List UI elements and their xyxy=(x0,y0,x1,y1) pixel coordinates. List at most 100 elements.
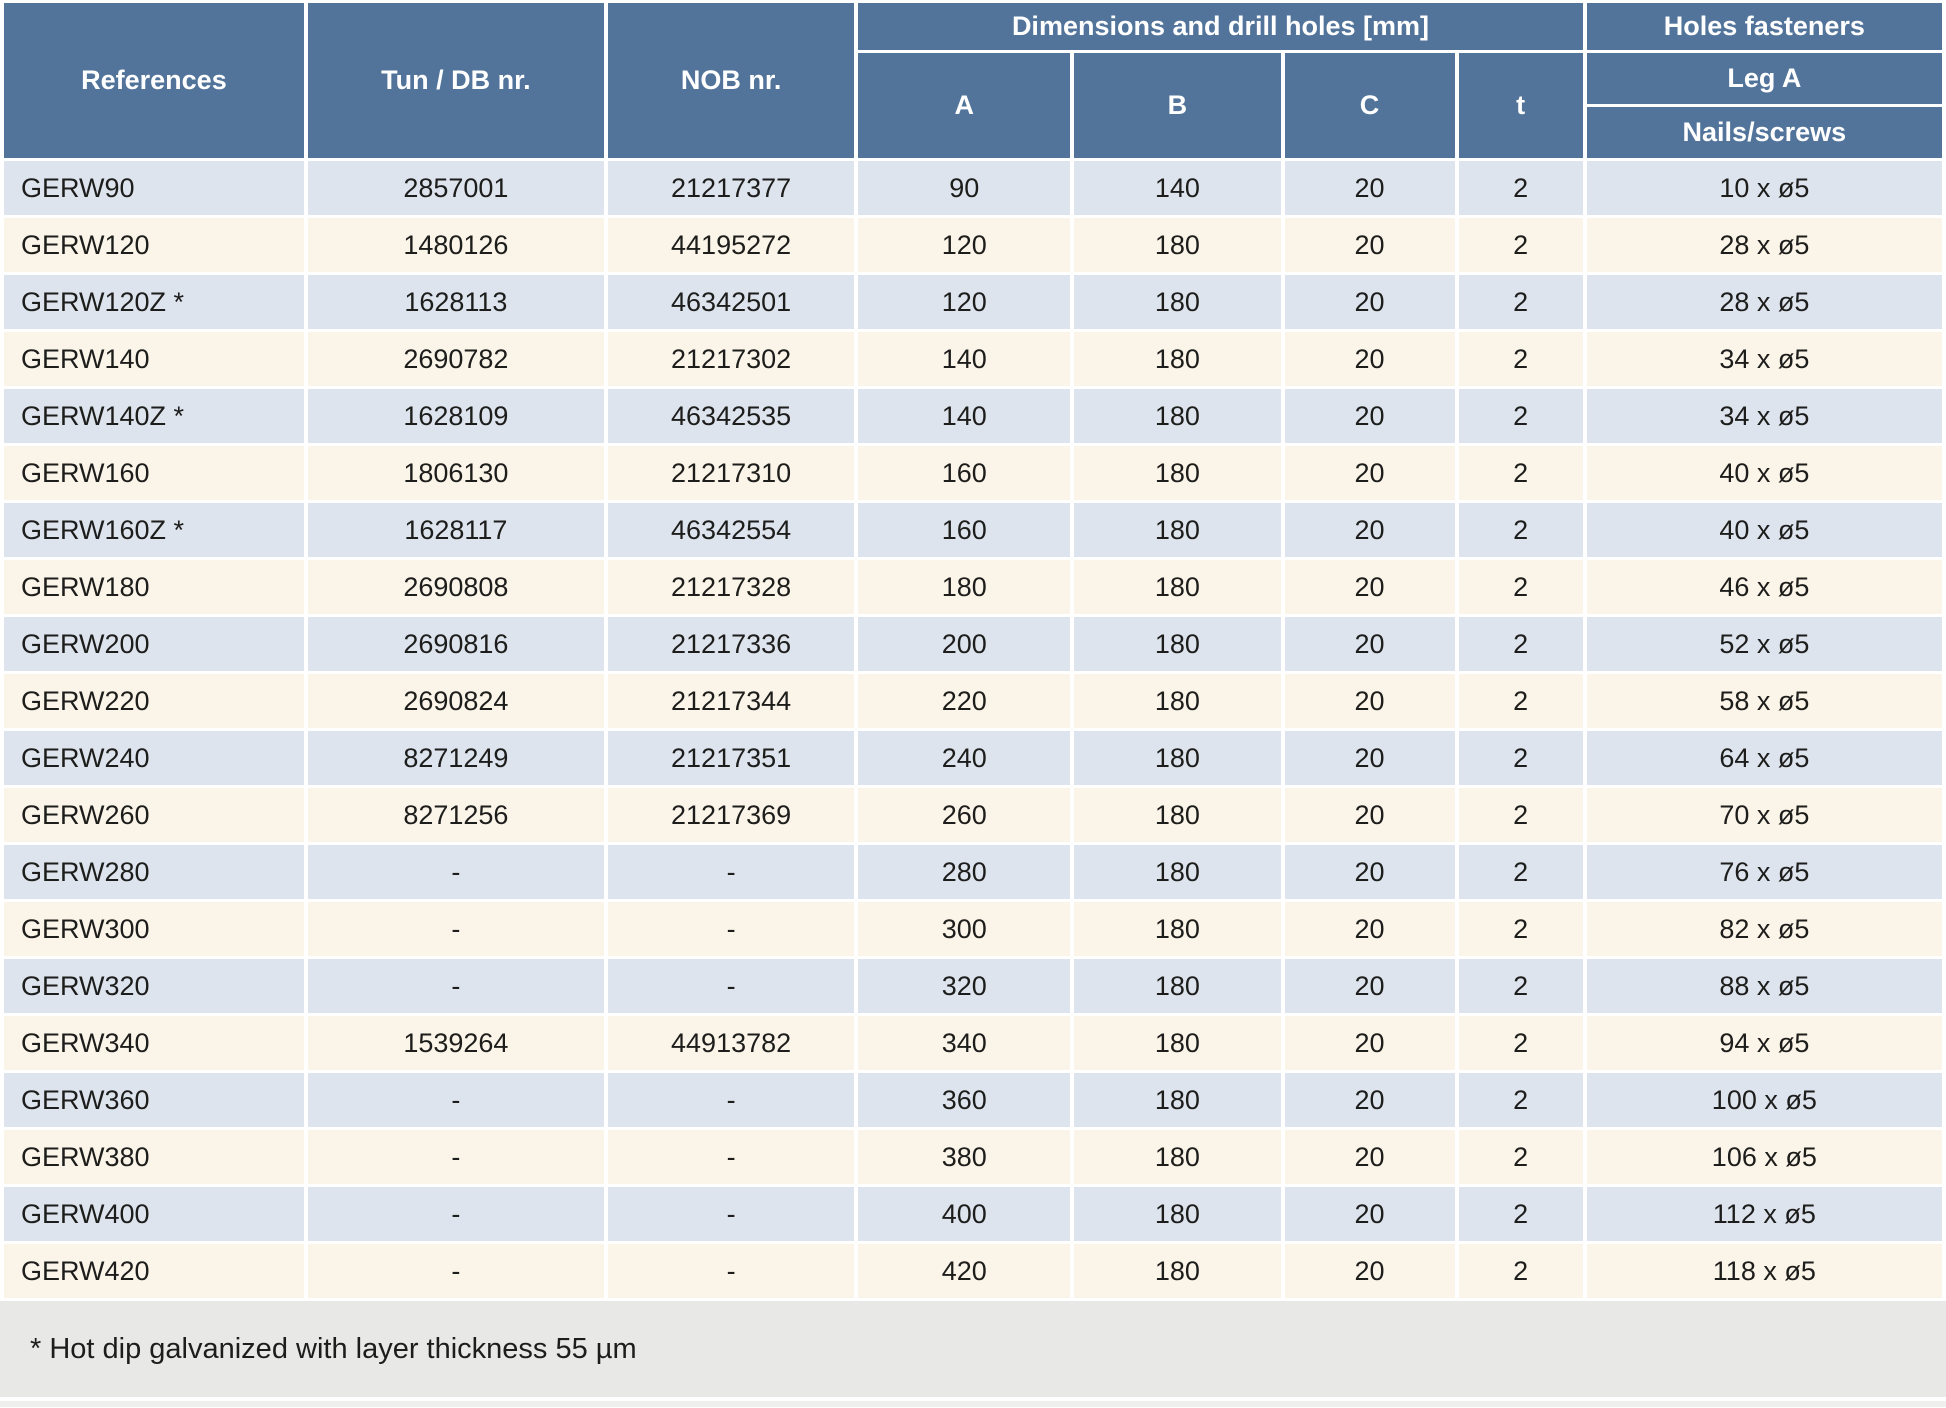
cell-t: 2 xyxy=(1458,503,1583,557)
table-row: GERW420- -420 180 20 2 118 x ø5 xyxy=(4,1244,1942,1298)
header-col-c: C xyxy=(1284,53,1455,158)
header-col-a: A xyxy=(858,53,1071,158)
cell-c: 20 xyxy=(1284,1073,1455,1127)
cell-a: 260 xyxy=(858,788,1071,842)
cell-b: 140 xyxy=(1074,161,1281,215)
cell-t: 2 xyxy=(1458,332,1583,386)
cell-tun_db: 2690824 xyxy=(307,674,604,728)
header-tun-db: Tun / DB nr. xyxy=(307,3,604,158)
cell-nob: - xyxy=(607,1187,855,1241)
cell-tun_db: - xyxy=(307,845,604,899)
cell-nails: 94 x ø5 xyxy=(1586,1016,1942,1070)
cell-t: 2 xyxy=(1458,275,1583,329)
cell-c: 20 xyxy=(1284,560,1455,614)
cell-t: 2 xyxy=(1458,617,1583,671)
cell-reference: GERW300 xyxy=(4,902,304,956)
cell-b: 180 xyxy=(1074,959,1281,1013)
cell-c: 20 xyxy=(1284,674,1455,728)
cell-nails: 76 x ø5 xyxy=(1586,845,1942,899)
cell-tun_db: - xyxy=(307,1073,604,1127)
cell-tun_db: - xyxy=(307,1187,604,1241)
cell-a: 140 xyxy=(858,389,1071,443)
header-nob: NOB nr. xyxy=(607,3,855,158)
cell-tun_db: 2690782 xyxy=(307,332,604,386)
cell-reference: GERW340 xyxy=(4,1016,304,1070)
cell-nails: 112 x ø5 xyxy=(1586,1187,1942,1241)
cell-t: 2 xyxy=(1458,161,1583,215)
table-row: GERW300- -300 180 20 2 82 x ø5 xyxy=(4,902,1942,956)
table-row: GERW140Z * 1628109 46342535 140 180 20 2 34 x ø… xyxy=(4,389,1942,443)
cell-reference: GERW420 xyxy=(4,1244,304,1298)
cell-reference: GERW380 xyxy=(4,1130,304,1184)
cell-tun_db: 1628109 xyxy=(307,389,604,443)
cell-a: 340 xyxy=(858,1016,1071,1070)
cell-tun_db: 2690808 xyxy=(307,560,604,614)
cell-nob: 21217344 xyxy=(607,674,855,728)
header-col-t: t xyxy=(1458,53,1583,158)
cell-tun_db: - xyxy=(307,902,604,956)
cell-c: 20 xyxy=(1284,218,1455,272)
cell-reference: GERW120Z * xyxy=(4,275,304,329)
table-row: GERW360- -360 180 20 2 100 x ø5 xyxy=(4,1073,1942,1127)
cell-t: 2 xyxy=(1458,674,1583,728)
header-row-sub1: A B C t Leg A xyxy=(4,53,1942,158)
cell-tun_db: 8271256 xyxy=(307,788,604,842)
table-row: GERW400- -400 180 20 2 112 x ø5 xyxy=(4,1187,1942,1241)
cell-a: 120 xyxy=(858,275,1071,329)
cell-c: 20 xyxy=(1284,902,1455,956)
header-leg-a: Leg A xyxy=(1586,53,1942,104)
cell-nails: 34 x ø5 xyxy=(1586,389,1942,443)
cell-b: 180 xyxy=(1074,1187,1281,1241)
cell-c: 20 xyxy=(1284,275,1455,329)
cell-nob: 21217369 xyxy=(607,788,855,842)
cell-a: 200 xyxy=(858,617,1071,671)
cell-nob: - xyxy=(607,902,855,956)
cell-a: 180 xyxy=(858,560,1071,614)
cell-a: 360 xyxy=(858,1073,1071,1127)
product-dimensions-table: References Tun / DB nr. NOB nr. Dimensio… xyxy=(4,3,1942,1298)
cell-tun_db: 2857001 xyxy=(307,161,604,215)
cell-a: 300 xyxy=(858,902,1071,956)
cell-t: 2 xyxy=(1458,902,1583,956)
cell-reference: GERW240 xyxy=(4,731,304,785)
cell-nob: 21217377 xyxy=(607,161,855,215)
cell-a: 160 xyxy=(858,446,1071,500)
cell-b: 180 xyxy=(1074,788,1281,842)
cell-nob: 21217310 xyxy=(607,446,855,500)
footnote-text: * Hot dip galvanized with layer thicknes… xyxy=(30,1332,637,1365)
cell-c: 20 xyxy=(1284,788,1455,842)
footnote-band: * Hot dip galvanized with layer thicknes… xyxy=(0,1301,1946,1397)
cell-c: 20 xyxy=(1284,959,1455,1013)
table-row: GERW340 1539264 44913782 340 180 20 2 94 x ø5 xyxy=(4,1016,1942,1070)
cell-nob: 46342535 xyxy=(607,389,855,443)
table-row: GERW280- -280 180 20 2 76 x ø5 xyxy=(4,845,1942,899)
cell-b: 180 xyxy=(1074,1016,1281,1070)
cell-reference: GERW260 xyxy=(4,788,304,842)
cell-nob: - xyxy=(607,1073,855,1127)
cell-nails: 10 x ø5 xyxy=(1586,161,1942,215)
cell-b: 180 xyxy=(1074,389,1281,443)
header-holes-fasteners-group: Holes fasteners xyxy=(1586,3,1942,50)
cell-a: 280 xyxy=(858,845,1071,899)
cell-c: 20 xyxy=(1284,332,1455,386)
cell-b: 180 xyxy=(1074,503,1281,557)
cell-c: 20 xyxy=(1284,446,1455,500)
table-row: GERW220 2690824 21217344 220 180 20 2 58 x ø5 xyxy=(4,674,1942,728)
cell-a: 400 xyxy=(858,1187,1071,1241)
cell-nob: 21217328 xyxy=(607,560,855,614)
cell-reference: GERW220 xyxy=(4,674,304,728)
cell-tun_db: - xyxy=(307,1130,604,1184)
cell-t: 2 xyxy=(1458,1073,1583,1127)
table-row: GERW90 2857001 21217377 90 140 20 2 10 x ø5 xyxy=(4,161,1942,215)
cell-b: 180 xyxy=(1074,617,1281,671)
table-row: GERW320- -320 180 20 2 88 x ø5 xyxy=(4,959,1942,1013)
cell-tun_db: - xyxy=(307,1244,604,1298)
cell-c: 20 xyxy=(1284,161,1455,215)
cell-reference: GERW160 xyxy=(4,446,304,500)
cell-a: 380 xyxy=(858,1130,1071,1184)
cell-b: 180 xyxy=(1074,1244,1281,1298)
cell-nails: 28 x ø5 xyxy=(1586,275,1942,329)
table-row: GERW180 2690808 21217328 180 180 20 2 46 x ø5 xyxy=(4,560,1942,614)
cell-c: 20 xyxy=(1284,845,1455,899)
header-references: References xyxy=(4,3,304,158)
